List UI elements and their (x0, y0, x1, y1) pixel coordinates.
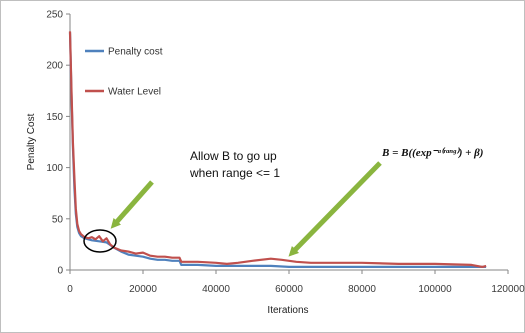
x-axis-title: Iterations (267, 305, 308, 316)
x-tick-label: 0 (67, 284, 73, 295)
annotation-left-line2: when range <= 1 (189, 166, 280, 180)
highlight-ellipse (83, 229, 117, 253)
legend: Penalty cost Water Level (85, 47, 163, 98)
annotation-left-line1: Allow B to go up (190, 149, 277, 163)
y-tick-label: 200 (46, 61, 63, 72)
series-layer (68, 31, 487, 268)
x-tick-label: 80000 (348, 284, 376, 295)
x-tick-label: 100000 (418, 284, 452, 295)
y-tick-label: 50 (52, 214, 64, 225)
annotation-arrow-left (110, 180, 154, 229)
y-tick-label: 0 (57, 266, 63, 277)
legend-label: Water Level (108, 87, 161, 98)
x-tick-label: 20000 (129, 284, 157, 295)
x-tick-label: 40000 (202, 284, 230, 295)
annotation-arrow-right (288, 161, 382, 257)
ticks-layer: 0 50 100 150 200 250 0 20000 40000 60000 80000 1000… (46, 10, 525, 296)
y-tick-label: 250 (46, 10, 63, 21)
y-tick-label: 150 (46, 112, 63, 123)
x-tick-label: 120000 (491, 284, 525, 295)
y-axis-title: Penalty Cost (26, 113, 37, 170)
x-tick-label: 60000 (275, 284, 303, 295)
series-line-water-level (68, 31, 487, 268)
y-tick-label: 100 (46, 163, 63, 174)
legend-label: Penalty cost (108, 47, 163, 58)
annotation-formula: B = B((exp⁻ᵃ⁽ʳᵃⁿᵍ⁾) + β) (381, 147, 483, 159)
